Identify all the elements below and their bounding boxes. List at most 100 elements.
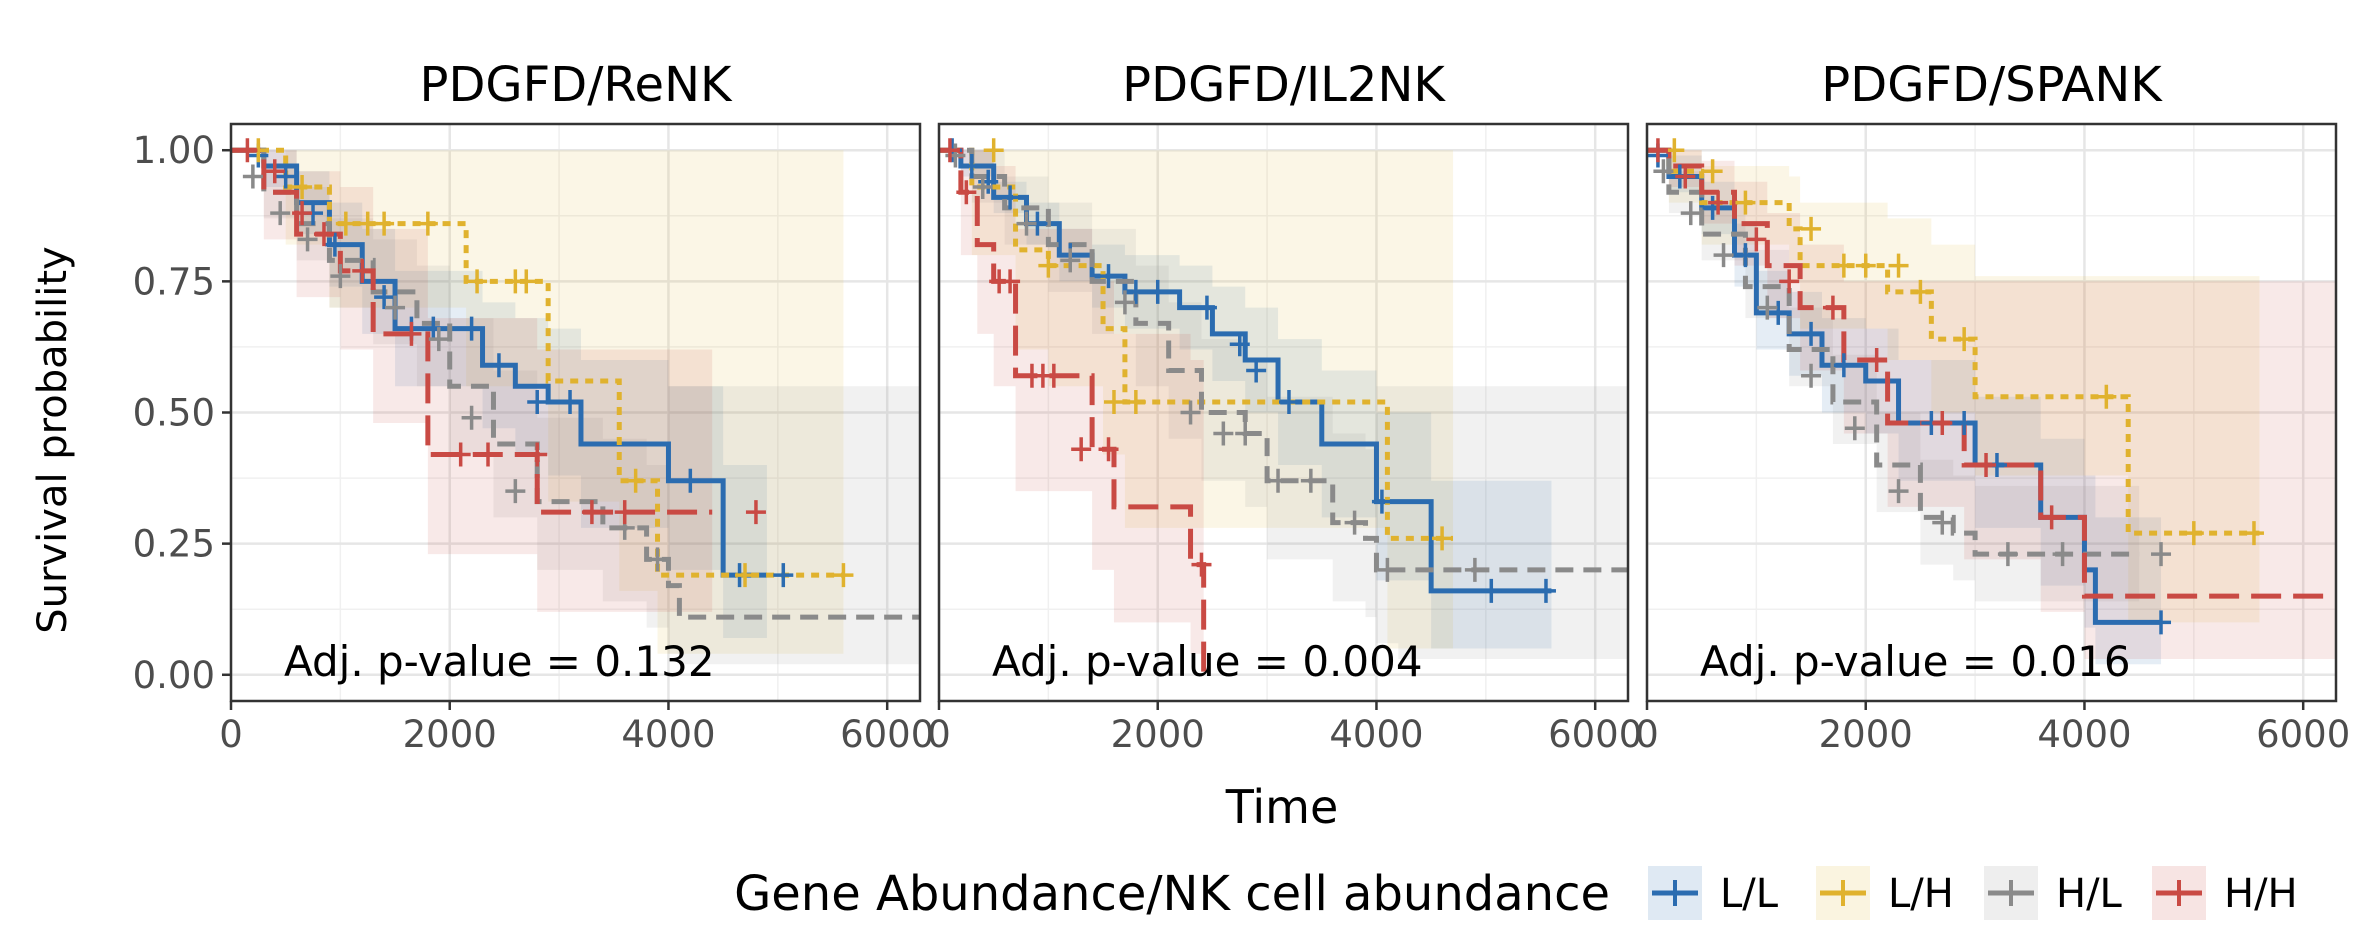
x-tick-label: 6000 (2256, 713, 2350, 756)
y-tick-label: 0.00 (133, 654, 215, 697)
censor-mark (614, 500, 635, 525)
censor-mark (297, 227, 318, 252)
censor-mark (505, 479, 526, 504)
censor-mark (1016, 211, 1037, 236)
censor-mark (330, 264, 351, 289)
panel-3: 0 2000 4000 6000 PDGFD/SPANK Adj. p-value = 0… (1635, 57, 2350, 756)
censor-mark (270, 201, 291, 226)
censor-mark (478, 442, 499, 467)
censor-mark (1997, 542, 2018, 567)
censor-mark (1125, 390, 1146, 415)
censor-mark (1196, 295, 1217, 320)
censor-mark (1713, 243, 1734, 268)
censor-mark (264, 159, 285, 184)
censor-mark (275, 164, 296, 189)
x-tick-label: 2000 (1819, 713, 1913, 756)
confidence-band-l-h (231, 150, 844, 654)
censor-mark (1246, 358, 1267, 383)
censor-mark (385, 295, 406, 320)
censor-mark (1675, 164, 1696, 189)
survival-curve-h-l (939, 147, 1628, 573)
censor-mark (773, 563, 794, 588)
censor-mark (1103, 390, 1124, 415)
censor-mark (1844, 416, 1865, 441)
censor-mark (2151, 610, 2172, 635)
legend-item-l-l: L/L (1648, 866, 1779, 920)
x-tick-label: 2000 (1111, 713, 1205, 756)
legend-label: L/L (1720, 871, 1779, 917)
x-tick-label: 6000 (1548, 713, 1642, 756)
censor-mark (1278, 390, 1299, 415)
censor-mark (1000, 269, 1021, 294)
confidence-band-h-l (1647, 150, 2140, 602)
confidence-band-h-l (231, 150, 920, 665)
censor-mark (1180, 400, 1201, 425)
censor-mark (1071, 437, 1092, 462)
censor-mark (1229, 332, 1250, 357)
x-tick-label: 4000 (2037, 713, 2131, 756)
x-tick-label: 0 (219, 713, 243, 756)
censor-mark (292, 174, 313, 199)
censor-mark (680, 468, 701, 493)
censor-mark (1855, 253, 1876, 278)
panels-layer: 0 2000 4000 6000 0.00 0.25 0.50 0.75 1.00 PDGFD/R… (133, 57, 2351, 756)
censor-mark (1888, 253, 1909, 278)
panel-1: 0 2000 4000 6000 0.00 0.25 0.50 0.75 1.00 PDGFD/R… (133, 57, 935, 756)
censor-mark (352, 258, 373, 283)
censor-mark (1708, 190, 1729, 215)
censor-mark (2183, 521, 2204, 546)
censor-mark (2052, 542, 2073, 567)
survival-curve-h-h (1647, 147, 2336, 599)
censor-mark (1432, 526, 1453, 551)
x-tick-label: 0 (1635, 713, 1659, 756)
legend-title: Gene Abundance/NK cell abundance (734, 866, 1610, 922)
censor-mark (1888, 479, 1909, 504)
censor-mark (1191, 552, 1212, 577)
censor-mark (2151, 542, 2172, 567)
censor-mark (1213, 421, 1234, 446)
legend: Gene Abundance/NK cell abundance L/L L/H H… (734, 866, 2298, 922)
censor-mark (1344, 510, 1365, 535)
censor-mark (1954, 327, 1975, 352)
legend-item-l-h: L/H (1816, 866, 1954, 920)
legend-label: H/L (2056, 871, 2123, 917)
censor-mark (242, 164, 263, 189)
censor-mark (2041, 505, 2062, 530)
censor-mark (961, 153, 982, 178)
survival-curve-h-l (1647, 147, 2140, 557)
panel-border (937, 122, 1630, 703)
confidence-band-h-h (231, 150, 713, 612)
p-value-annotation: Adj. p-value = 0.132 (284, 637, 715, 686)
y-tick-label: 0.25 (133, 523, 215, 566)
censor-mark (1377, 557, 1398, 582)
censor-mark (1464, 557, 1485, 582)
censor-mark (374, 285, 395, 310)
censor-mark (1801, 216, 1822, 241)
survival-curve-h-h (231, 147, 713, 515)
legend-item-h-h: H/H (2152, 866, 2298, 920)
survival-curve-l-h (1647, 147, 2260, 536)
censor-mark (983, 138, 1004, 163)
censor-mark (527, 442, 548, 467)
censor-mark (1702, 159, 1723, 184)
censor-mark (625, 468, 646, 493)
censor-mark (1735, 190, 1756, 215)
censor-mark (1779, 269, 1800, 294)
censor-mark (1680, 201, 1701, 226)
censor-mark (467, 269, 488, 294)
confidence-band-h-h (1647, 150, 2336, 660)
legend-items: L/L L/H H/L H/H (1648, 866, 2298, 920)
censor-mark (1038, 253, 1059, 278)
y-tick-label: 0.50 (133, 392, 215, 435)
censor-mark (1822, 295, 1843, 320)
x-tick-label: 0 (927, 713, 951, 756)
censor-mark (292, 201, 313, 226)
censor-mark (1147, 279, 1168, 304)
censor-mark (1000, 185, 1021, 210)
censor-mark (647, 547, 668, 572)
censor-mark (313, 222, 334, 247)
censor-mark (237, 138, 258, 163)
censor-mark (1932, 510, 1953, 535)
legend-label: H/H (2224, 871, 2298, 917)
censor-mark (1653, 159, 1674, 184)
